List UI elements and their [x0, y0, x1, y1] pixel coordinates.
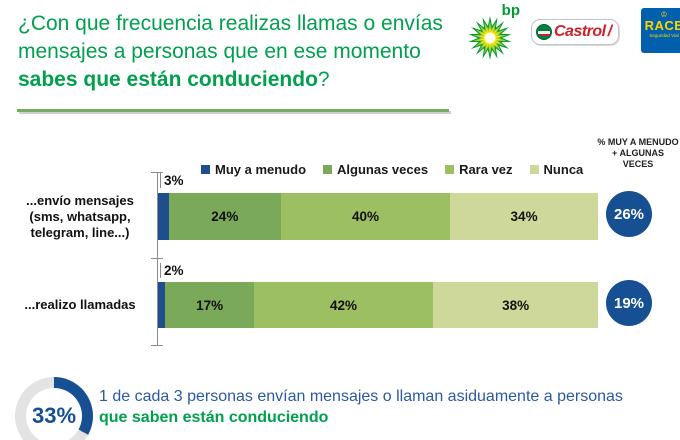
segment-data-label: 40%: [352, 209, 380, 224]
donut-chart-33pct: 33%: [15, 377, 93, 440]
legend-swatch-muy-a-menudo: [201, 165, 210, 174]
footer-text: 1 de cada 3 personas envían mensajes o l…: [99, 386, 669, 428]
segment-data-label: 42%: [330, 297, 358, 313]
legend-label: Muy a menudo: [215, 162, 307, 177]
category-label-realizo-llamadas: ...realizo llamadas: [8, 282, 152, 328]
title-divider-line: [17, 109, 449, 112]
race-tagline: Seguridad Vial: [649, 33, 679, 38]
segment-data-label: 17%: [196, 297, 224, 313]
race-wordmark: RACE: [644, 18, 680, 33]
bar-segment: 38%: [433, 282, 598, 328]
category-line: ...envío mensajes: [26, 192, 134, 208]
castrol-icon: [536, 24, 552, 40]
bar-segment: 42%: [253, 282, 434, 328]
bar-segment: [158, 282, 166, 328]
axis-tick: [151, 345, 163, 346]
category-line: telegram, line...): [30, 224, 130, 240]
castrol-slash: /: [607, 23, 613, 40]
summary-circle-llamadas: 19%: [606, 280, 652, 326]
legend-item-rara-vez: Rara vez: [445, 162, 513, 177]
legend-item-muy-a-menudo: Muy a menudo: [201, 162, 306, 177]
axis-tick: [151, 258, 163, 259]
segment-data-label: 34%: [510, 209, 538, 224]
race-crown-icon: ♔: [660, 10, 668, 19]
bar-segment: 34%: [450, 193, 598, 240]
footer-line-2: que saben están conduciendo: [99, 409, 329, 426]
outside-data-label: 2%: [160, 263, 184, 278]
title-text: ¿Con que frecuencia realizas llamas o en…: [18, 12, 443, 63]
bar-segment: 40%: [280, 193, 451, 240]
legend-label: Rara vez: [459, 162, 513, 177]
legend-swatch-rara-vez: [445, 165, 455, 174]
bp-helios-icon: [468, 16, 512, 60]
footer-line-1: 1 de cada 3 personas envían mensajes o l…: [99, 388, 623, 405]
segment-data-label: 24%: [211, 209, 239, 224]
summary-column-header: % MUY A MENUDO + ALGUNAS VECES: [597, 137, 679, 169]
legend-label: Algunas veces: [337, 162, 429, 177]
legend-item-nunca: Nunca: [529, 162, 584, 177]
castrol-logo: Castrol /: [531, 19, 619, 45]
bar-segment: [158, 193, 169, 240]
title-question-mark: ?: [317, 68, 330, 91]
stacked-bar-realizo-llamadas: 17% 42% 38%: [158, 282, 598, 328]
segment-data-label: 38%: [502, 297, 530, 313]
bp-wordmark: bp: [501, 2, 520, 19]
category-label-envio-mensajes: ...envío mensajes (sms, whatsapp, telegr…: [8, 193, 152, 240]
outside-data-label: 3%: [160, 173, 184, 188]
axis-tick: [151, 172, 163, 173]
title-bold-text: sabes que están conduciendo: [18, 68, 318, 91]
legend-label: Nunca: [543, 162, 584, 177]
legend-item-algunas-veces: Algunas veces: [323, 162, 428, 177]
page-title: ¿Con que frecuencia realizas llamas o en…: [18, 10, 463, 94]
bar-segment: 24%: [168, 193, 281, 240]
donut-value: 33%: [26, 388, 82, 440]
bp-logo: bp: [464, 2, 522, 64]
category-axis-line: [157, 172, 158, 346]
race-logo: ♔ RACE Seguridad Vial: [641, 8, 680, 53]
chart-legend: Muy a menudo Algunas veces Rara vez Nunc…: [201, 162, 583, 177]
stacked-bar-envio-mensajes: 24% 40% 34%: [158, 193, 598, 240]
castrol-wordmark: Castrol: [554, 23, 606, 40]
bar-segment: 17%: [165, 282, 254, 328]
summary-circle-mensajes: 26%: [606, 191, 652, 237]
category-line: (sms, whatsapp,: [29, 208, 131, 224]
category-line: ...realizo llamadas: [24, 297, 136, 312]
legend-swatch-nunca: [529, 165, 539, 174]
legend-swatch-algunas-veces: [323, 165, 333, 174]
